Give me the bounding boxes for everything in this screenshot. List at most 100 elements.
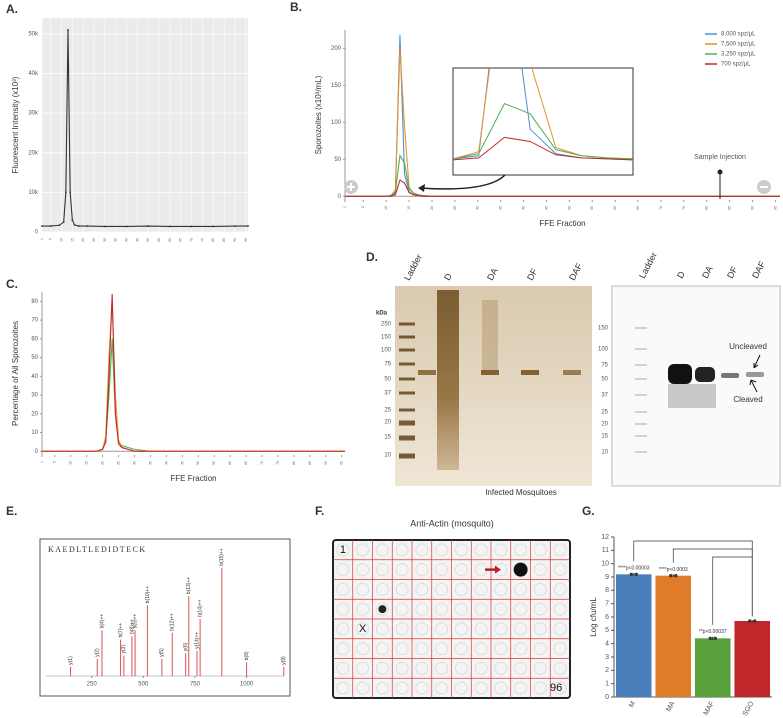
marker-label: 37	[384, 391, 391, 397]
data-point	[674, 574, 678, 578]
panel-label: G.	[582, 504, 595, 518]
x-tick-label: 20	[430, 206, 434, 210]
peptide-sequence: KAEDLTLEDIDTECK	[48, 545, 147, 554]
y-tick-label: 0	[605, 694, 609, 701]
well	[375, 543, 389, 557]
well	[514, 681, 528, 695]
ladder-band	[635, 423, 647, 425]
well	[395, 622, 409, 636]
protein-band	[481, 370, 499, 375]
well	[494, 582, 508, 596]
x-tick-label: 55	[157, 238, 161, 242]
ladder-band	[635, 435, 647, 437]
inset-arrow	[419, 174, 506, 190]
ladder-band	[399, 453, 415, 459]
marker-label: 50	[384, 377, 391, 383]
well	[533, 543, 547, 557]
y-tick-label: 100	[331, 120, 342, 126]
peak-label: b(12)++	[170, 613, 176, 631]
bar	[694, 638, 731, 697]
data-point	[64, 191, 67, 194]
bar	[734, 621, 771, 697]
x-tick-label: 35	[114, 238, 118, 242]
x-tick-label: 1	[40, 238, 44, 240]
well	[356, 602, 370, 616]
x-tick-label: 90	[233, 238, 237, 242]
blot-title: Anti-Actin (mosquito)	[410, 518, 494, 528]
well	[356, 543, 370, 557]
ladder-band	[399, 322, 415, 326]
x-tick-label: 85	[728, 206, 732, 210]
lane-smear	[482, 300, 498, 370]
data-point	[58, 224, 61, 227]
well	[474, 543, 488, 557]
peak-label: y(3)	[121, 645, 127, 654]
well	[415, 582, 429, 596]
well	[375, 602, 389, 616]
significance-bracket	[633, 540, 753, 617]
panel-label: F.	[315, 504, 324, 518]
y-tick-label: 20k	[28, 150, 39, 156]
band-label: Cleaved	[733, 395, 762, 404]
peak-label: b(9)++	[132, 614, 138, 629]
x-tick-label: 95	[340, 461, 344, 465]
plus	[347, 183, 355, 191]
x-tick-label: 30	[476, 206, 480, 210]
arrowhead	[418, 184, 425, 192]
data-point	[62, 221, 65, 223]
significance-label: ****p<0.00003	[618, 566, 650, 572]
well	[336, 622, 350, 636]
well	[435, 602, 449, 616]
data-point	[212, 225, 215, 228]
x-tick-label: SGO	[742, 700, 756, 717]
well	[356, 622, 370, 636]
peak-label: b(14)++	[197, 599, 203, 617]
well	[336, 681, 350, 695]
x-tick-label: 60	[168, 238, 172, 242]
lane-label: Ladder	[637, 251, 659, 280]
well	[375, 681, 389, 695]
well	[474, 622, 488, 636]
well	[395, 582, 409, 596]
well	[474, 642, 488, 656]
well	[553, 543, 567, 557]
peak-label: b(10)++	[145, 586, 151, 604]
well	[494, 602, 508, 616]
well	[514, 642, 528, 656]
well	[474, 582, 488, 596]
x-tick-label: 35	[499, 206, 503, 210]
y-tick-label: 30k	[28, 111, 39, 117]
well-label: X	[359, 623, 367, 635]
caption: Infected Mosquitoes	[485, 488, 557, 497]
ladder-band	[635, 327, 647, 329]
well	[356, 582, 370, 596]
well	[415, 622, 429, 636]
ladder-band	[399, 420, 415, 426]
x-tick-label: 75	[276, 461, 280, 465]
well	[533, 661, 547, 675]
well	[415, 602, 429, 616]
y-tick-label: 10k	[28, 190, 39, 196]
well	[435, 622, 449, 636]
y-tick-label: 6	[605, 614, 609, 621]
well	[514, 602, 528, 616]
marker-label: 37	[601, 393, 608, 399]
y-tick-label: 50	[31, 355, 38, 361]
well	[533, 582, 547, 596]
y-tick-label: 40	[31, 374, 38, 380]
marker-label: 15	[384, 435, 391, 441]
x-tick-label: 50	[567, 206, 571, 210]
bar	[615, 574, 652, 697]
ladder-band	[399, 335, 415, 339]
well	[474, 602, 488, 616]
well	[553, 622, 567, 636]
y-tick-label: 8	[605, 587, 609, 594]
data-point	[234, 225, 236, 227]
y-tick-label: 50	[334, 157, 341, 163]
well	[356, 563, 370, 577]
well	[454, 602, 468, 616]
lane-label: Ladder	[402, 253, 424, 282]
y-tick-label: 5	[605, 627, 609, 634]
panel-label: A.	[6, 2, 18, 16]
